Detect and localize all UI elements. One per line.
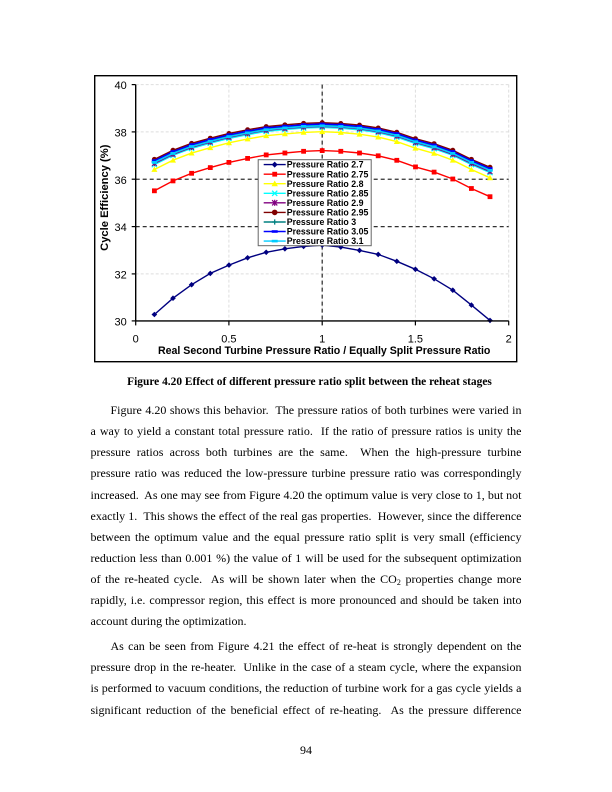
svg-text:Pressure Ratio 2.7: Pressure Ratio 2.7 (287, 160, 364, 170)
svg-text:38: 38 (114, 128, 126, 140)
svg-text:Pressure Ratio 2.85: Pressure Ratio 2.85 (287, 188, 369, 198)
svg-text:Pressure Ratio 2.8: Pressure Ratio 2.8 (287, 179, 364, 189)
svg-text:2: 2 (506, 334, 512, 346)
svg-text:32: 32 (114, 270, 126, 282)
svg-text:Pressure Ratio 3.05: Pressure Ratio 3.05 (287, 227, 369, 237)
svg-text:Pressure Ratio 3: Pressure Ratio 3 (287, 217, 357, 227)
svg-text:Cycle Efficiency (%): Cycle Efficiency (%) (99, 144, 111, 251)
svg-text:Pressure Ratio 2.75: Pressure Ratio 2.75 (287, 169, 369, 179)
svg-text:Pressure Ratio 2.9: Pressure Ratio 2.9 (287, 198, 364, 208)
svg-text:0: 0 (133, 334, 139, 346)
svg-text:30: 30 (114, 317, 126, 329)
svg-text:Pressure Ratio 3.1: Pressure Ratio 3.1 (287, 236, 364, 246)
svg-text:0.5: 0.5 (221, 334, 236, 346)
svg-text:40: 40 (114, 80, 126, 92)
svg-text:36: 36 (114, 175, 126, 187)
svg-text:1.5: 1.5 (408, 334, 423, 346)
svg-text:34: 34 (114, 222, 126, 234)
svg-text:1: 1 (319, 334, 325, 346)
svg-text:Real Second Turbine Pressure R: Real Second Turbine Pressure Ratio / Equ… (158, 345, 491, 357)
svg-text:Pressure Ratio 2.95: Pressure Ratio 2.95 (287, 208, 369, 218)
